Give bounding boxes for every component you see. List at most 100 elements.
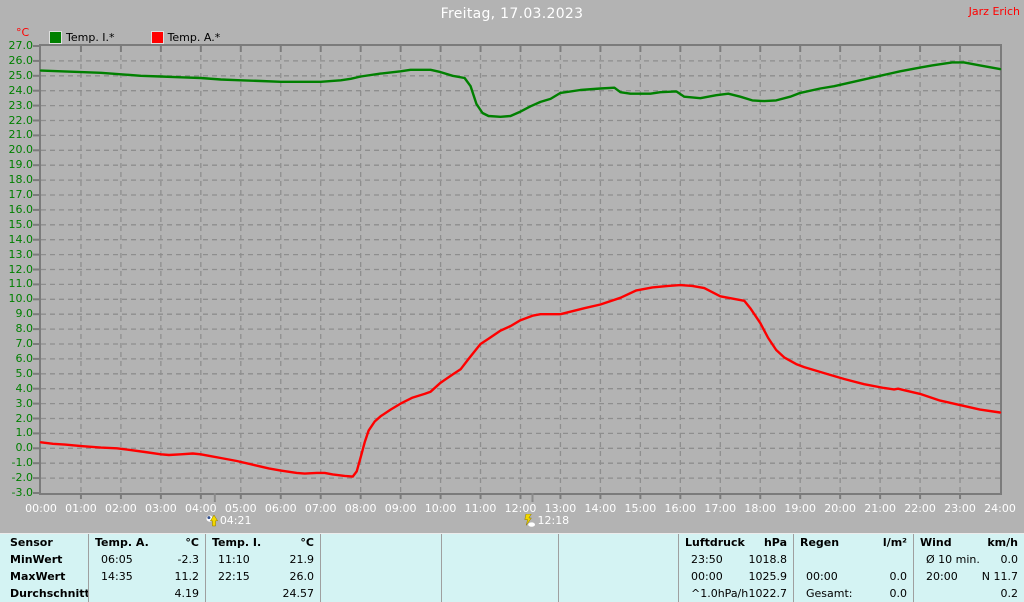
y-tick-label: 15.0 — [8, 217, 34, 231]
y-tick-label: 12.0 — [8, 262, 34, 276]
table-col-temp-i: Temp. I. °C 11:10 21.9 22:15 26.0 24.57 — [205, 534, 320, 602]
table-row-label-maxwert: MaxWert — [10, 570, 66, 583]
x-tick-label: 00:00 — [25, 502, 57, 515]
x-tick-label: 13:00 — [544, 502, 577, 515]
x-tick-label: 20:00 — [824, 502, 856, 515]
x-tick-label: 08:00 — [344, 502, 377, 515]
avg-10min-label: Ø 10 min. — [926, 553, 980, 566]
y-tick-label: 20.0 — [8, 143, 34, 157]
min-value: 21.9 — [289, 553, 315, 566]
y-tick-label: 23.0 — [8, 98, 34, 112]
chart-axes-frame — [33, 44, 1002, 502]
y-tick-label: -1.0 — [11, 456, 33, 470]
min-value: -2.3 — [177, 553, 199, 566]
y-tick-label: 27.0 — [8, 39, 34, 52]
cell-time: 00:00 — [806, 570, 838, 583]
y-tick-label: 25.0 — [8, 68, 34, 82]
avg-value: 24.57 — [282, 587, 315, 600]
total-value: 0.0 — [889, 587, 908, 600]
table-col-empty-3 — [558, 534, 678, 602]
y-tick-label: 11.0 — [8, 277, 34, 291]
x-tick-label: 02:00 — [105, 502, 137, 515]
y-tick-label: 6.0 — [15, 351, 34, 365]
max-time: 14:35 — [101, 570, 133, 583]
trend-label: ^1.0hPa/h — [691, 587, 749, 600]
table-row-label-durchschnitt: Durchschnitt — [10, 587, 88, 600]
avg-value: 0.2 — [1000, 587, 1019, 600]
max-value: N 11.7 — [981, 570, 1018, 583]
y-tick-label: 5.0 — [15, 366, 34, 380]
cell-time — [800, 551, 806, 568]
x-tick-label: 04:00 — [184, 502, 217, 515]
legend-label-temp-i: Temp. I.* — [66, 31, 115, 44]
max-time: 00:00 — [691, 570, 723, 583]
col-name: Temp. I. — [212, 536, 262, 549]
col-unit: °C — [185, 536, 199, 549]
y-tick-label: 19.0 — [8, 158, 34, 172]
y-tick-label: 3.0 — [15, 396, 34, 410]
table-col-regen: Regen l/m² 00:00 0.0 Gesamt: 0.0 — [793, 534, 913, 602]
col-unit: hPa — [763, 536, 787, 549]
col-name: Luftdruck — [685, 536, 745, 549]
min-value: 1018.8 — [748, 553, 788, 566]
sun-up-arrow-icon — [206, 514, 218, 527]
summary-table: Sensor MinWert MaxWert Durchschnitt Temp… — [0, 533, 1024, 602]
x-tick-label: 09:00 — [384, 502, 417, 515]
y-tick-label: -3.0 — [11, 486, 33, 499]
x-tick-label: 21:00 — [864, 502, 896, 515]
avg-value: 1022.7 — [748, 587, 788, 600]
x-tick-label: 10:00 — [424, 502, 457, 515]
min-time: 06:05 — [101, 553, 133, 566]
x-tick-label: 14:00 — [584, 502, 617, 515]
x-tick-label: 03:00 — [145, 502, 177, 515]
max-value: 26.0 — [289, 570, 315, 583]
x-tick-label: 18:00 — [744, 502, 777, 515]
y-tick-label: 18.0 — [8, 173, 34, 187]
lightning-down-icon — [524, 514, 536, 527]
avg-value: 4.19 — [174, 587, 200, 600]
col-name: Temp. A. — [95, 536, 149, 549]
x-tick-label: 07:00 — [304, 502, 337, 515]
chart-legend: Temp. I.* Temp. A.* — [49, 31, 220, 44]
legend-swatch-temp-a-icon — [150, 31, 164, 44]
y-tick-label: 7.0 — [15, 337, 34, 350]
col-unit: km/h — [987, 536, 1018, 549]
x-tick-label: 16:00 — [664, 502, 697, 515]
y-tick-label: 13.0 — [8, 247, 34, 261]
table-col-wind: Wind km/h Ø 10 min. 0.0 20:00 N 11.7 0.2 — [913, 534, 1024, 602]
time-marker-label: 04:21 — [219, 514, 252, 527]
time-marker-sunrise: 04:21 — [206, 514, 252, 527]
max-time: 20:00 — [926, 570, 958, 583]
chart-series-lines — [39, 61, 1002, 478]
table-col-luftdruck: Luftdruck hPa 23:50 1018.8 00:00 1025.9 ^1.… — [678, 534, 793, 602]
x-tick-label: 17:00 — [704, 502, 737, 515]
min-time: 11:10 — [218, 553, 250, 566]
x-tick-label: 01:00 — [65, 502, 97, 515]
col-unit: l/m² — [882, 536, 907, 549]
y-axis-unit-label: °C — [16, 26, 30, 39]
total-label: Gesamt: — [806, 587, 853, 600]
x-tick-label: 11:00 — [464, 502, 497, 515]
y-tick-label: 24.0 — [8, 83, 34, 97]
avg-label — [95, 585, 101, 602]
max-time: 22:15 — [218, 570, 250, 583]
table-col-temp-a: Temp. A. °C 06:05 -2.3 14:35 11.2 4.19 — [88, 534, 205, 602]
cell-value: 0.0 — [889, 570, 908, 583]
y-tick-label: 8.0 — [15, 322, 34, 336]
avg-label — [212, 585, 218, 602]
y-tick-label: 21.0 — [8, 128, 34, 142]
avg-10min-value: 0.0 — [1000, 553, 1019, 566]
x-tick-label: 15:00 — [624, 502, 657, 515]
x-tick-label: 12:00 — [504, 502, 537, 515]
y-tick-label: 1.0 — [15, 426, 34, 440]
x-tick-label: 22:00 — [904, 502, 936, 515]
legend-swatch-temp-i-icon — [49, 31, 62, 44]
table-header-sensor: Sensor — [10, 536, 53, 549]
max-value: 1025.9 — [748, 570, 788, 583]
table-row-label-minwert: MinWert — [10, 553, 63, 566]
series-line-2 — [39, 283, 1002, 478]
y-tick-label: 17.0 — [8, 188, 34, 201]
table-col-row-labels: Sensor MinWert MaxWert Durchschnitt — [0, 534, 88, 602]
